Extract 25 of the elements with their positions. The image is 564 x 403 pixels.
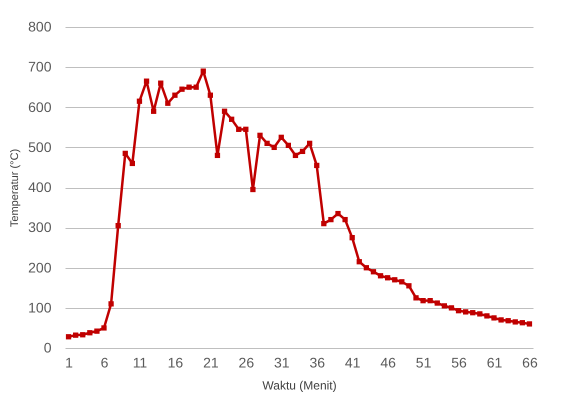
x-tick-label: 66 (522, 354, 538, 370)
x-tick-label: 41 (344, 354, 361, 370)
x-tick-label: 11 (132, 354, 148, 370)
y-tick-label: 0 (44, 340, 52, 356)
x-tick-label: 56 (451, 354, 468, 370)
y-tick-label: 600 (28, 98, 52, 115)
y-tick-label: 500 (28, 138, 52, 155)
y-axis-title: Temperatur (°C) (9, 148, 22, 228)
y-tick-label: 200 (28, 259, 52, 276)
y-tick-label: 300 (28, 219, 52, 236)
y-tick-label: 400 (28, 179, 52, 195)
x-axis-title: Waktu (Menit) (262, 378, 337, 392)
x-tick-label: 31 (274, 354, 290, 370)
x-tick-label: 1 (65, 354, 74, 370)
x-tick-label: 26 (238, 354, 254, 370)
x-tick-label: 51 (416, 354, 432, 370)
x-tick-label: 6 (100, 354, 109, 370)
y-tick-label: 100 (28, 299, 52, 316)
x-tick-label: 36 (309, 354, 326, 370)
x-tick-label: 21 (203, 354, 219, 370)
y-tick-label: 800 (28, 18, 52, 34)
x-tick-label: 46 (380, 354, 396, 370)
x-tick-label: 61 (486, 354, 502, 370)
x-tick-label: 16 (168, 354, 184, 370)
y-tick-label: 700 (28, 58, 52, 75)
